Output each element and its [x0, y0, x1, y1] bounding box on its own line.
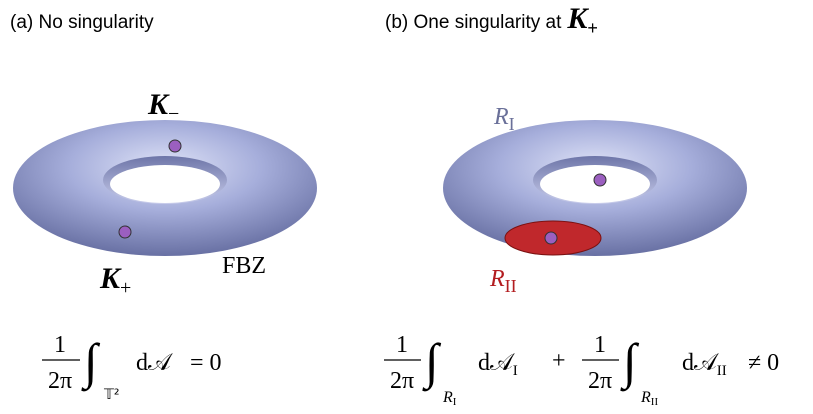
- point: [168, 139, 182, 153]
- text: K: [566, 2, 589, 35]
- torus: [13, 120, 317, 256]
- text: 𝕋²: [103, 387, 120, 403]
- panel-title: (a) No singularity: [10, 12, 154, 33]
- text: R: [442, 389, 453, 406]
- point: [544, 231, 558, 245]
- equation: 1 2π ∫ RI d𝒜I + 1 2π ∫ RII d𝒜II ≠ 0: [384, 332, 779, 408]
- text: d𝒜: [136, 350, 173, 376]
- shape: d𝒜I: [478, 350, 518, 379]
- text: 2π: [390, 368, 414, 394]
- text: +: [120, 277, 131, 299]
- text: ∫: [422, 333, 442, 392]
- text: R: [640, 389, 651, 406]
- text: II: [651, 396, 659, 408]
- label: FBZ: [222, 253, 266, 279]
- text: R: [489, 266, 505, 292]
- text: 1: [396, 332, 408, 358]
- text: ∫: [620, 333, 640, 392]
- text: II: [717, 363, 727, 379]
- text: II: [505, 276, 517, 296]
- text: I: [453, 396, 457, 408]
- text: ≠ 0: [748, 350, 779, 376]
- point: [118, 225, 132, 239]
- text: 1: [594, 332, 606, 358]
- text: −: [168, 103, 179, 125]
- panel-title: (b) One singularity at K+: [385, 2, 598, 38]
- text: ∫: [81, 333, 101, 392]
- shape: RI: [442, 389, 457, 408]
- text: I: [509, 114, 515, 134]
- text: K: [99, 262, 122, 295]
- label: RII: [489, 266, 517, 296]
- text: R: [493, 104, 509, 130]
- text: I: [513, 363, 518, 379]
- text: 2π: [48, 368, 72, 394]
- text: d𝒜: [478, 350, 515, 376]
- equation: 1 2π ∫ 𝕋² d𝒜 = 0: [42, 332, 222, 403]
- point: [593, 173, 607, 187]
- text: 2π: [588, 368, 612, 394]
- text: +: [552, 348, 566, 374]
- shape: RII: [640, 389, 658, 408]
- shape: [110, 165, 220, 203]
- text: (b) One singularity at: [385, 12, 562, 33]
- label: K−: [147, 88, 179, 125]
- text: 1: [54, 332, 66, 358]
- text: K: [147, 88, 170, 121]
- text: +: [587, 18, 598, 38]
- shape: d𝒜II: [682, 350, 727, 379]
- label: K+: [99, 262, 131, 299]
- label: RI: [493, 104, 515, 134]
- text: d𝒜: [682, 350, 719, 376]
- text: = 0: [190, 350, 222, 376]
